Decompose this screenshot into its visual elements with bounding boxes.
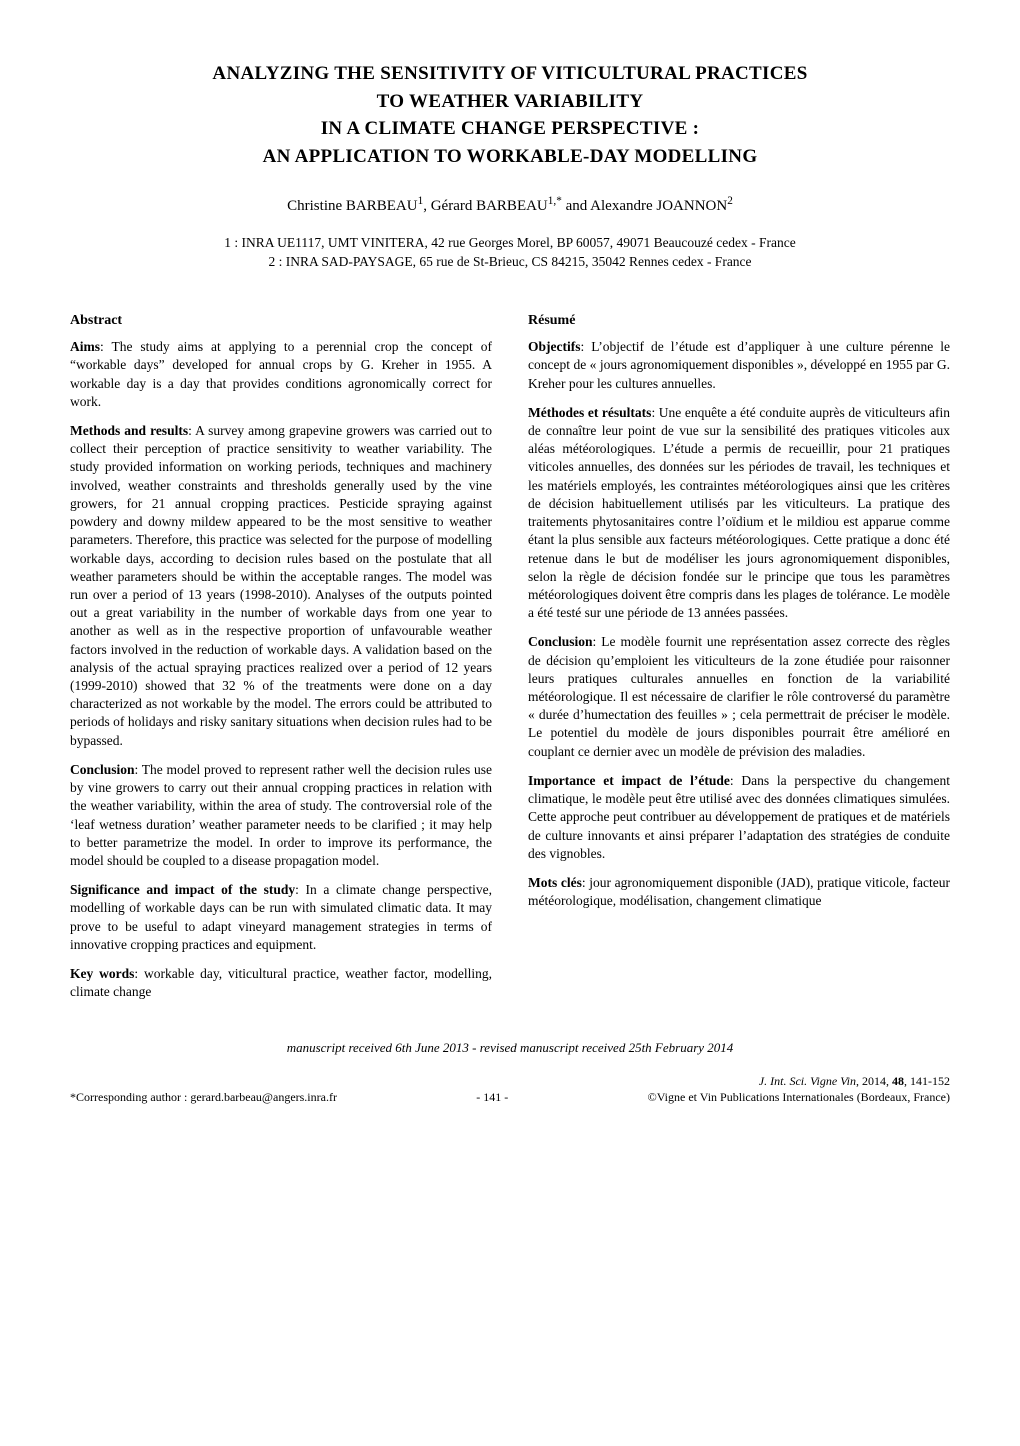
aims-label: Aims [70,339,100,354]
methodes-label: Méthodes et résultats [528,405,651,420]
aims-text: : The study aims at applying to a perenn… [70,339,492,409]
page-footer: *Corresponding author : gerard.barbeau@a… [70,1074,950,1105]
aims-paragraph: Aims: The study aims at applying to a pe… [70,338,492,411]
significance-label: Significance and impact of the study [70,882,295,897]
importance-paragraph: Importance et impact de l’étude: Dans la… [528,772,950,863]
motscles-label: Mots clés [528,875,582,890]
significance-paragraph: Significance and impact of the study: In… [70,881,492,954]
resume-heading: Résumé [528,312,950,331]
copyright-line: ©Vigne et Vin Publications International… [648,1090,950,1104]
methodes-text: : Une enquête a été conduite auprès de v… [528,405,950,620]
methods-paragraph: Methods and results: A survey among grap… [70,422,492,750]
journal-year: , 2014, [856,1074,892,1088]
affiliations: 1 : INRA UE1117, UMT VINITERA, 42 rue Ge… [70,234,950,272]
conclusion-text: : The model proved to represent rather w… [70,762,492,868]
two-column-layout: Abstract Aims: The study aims at applyin… [70,312,950,1012]
title-line: TO WEATHER VARIABILITY [377,91,644,112]
fr-conclusion-paragraph: Conclusion: Le modèle fournit une représ… [528,633,950,761]
keywords-label: Key words [70,966,134,981]
motscles-text: : jour agronomiquement disponible (JAD),… [528,875,950,908]
abstract-heading: Abstract [70,312,492,331]
journal-pages: , 141-152 [904,1074,950,1088]
objectifs-paragraph: Objectifs: L’objectif de l’étude est d’a… [528,338,950,393]
left-column: Abstract Aims: The study aims at applyin… [70,312,492,1012]
importance-label: Importance et impact de l’étude [528,773,730,788]
conclusion-paragraph: Conclusion: The model proved to represen… [70,761,492,870]
methodes-paragraph: Méthodes et résultats: Une enquête a été… [528,404,950,623]
journal-volume: 48 [892,1074,904,1088]
corresponding-author: *Corresponding author : gerard.barbeau@a… [70,1090,337,1106]
methods-label: Methods and results [70,423,188,438]
affiliation: 1 : INRA UE1117, UMT VINITERA, 42 rue Ge… [224,235,795,250]
journal-citation: J. Int. Sci. Vigne Vin, 2014, 48, 141-15… [648,1074,950,1105]
conclusion-label: Conclusion [70,762,135,777]
objectifs-label: Objectifs [528,339,580,354]
motscles-paragraph: Mots clés: jour agronomiquement disponib… [528,874,950,910]
keywords-text: : workable day, viticultural practice, w… [70,966,492,999]
keywords-paragraph: Key words: workable day, viticultural pr… [70,965,492,1001]
fr-conclusion-text: : Le modèle fournit une représentation a… [528,634,950,758]
affiliation: 2 : INRA SAD-PAYSAGE, 65 rue de St-Brieu… [268,254,751,269]
manuscript-dates: manuscript received 6th June 2013 - revi… [70,1039,950,1057]
article-title: ANALYZING THE SENSITIVITY OF VITICULTURA… [70,60,950,170]
fr-conclusion-label: Conclusion [528,634,593,649]
page-number: - 141 - [476,1090,508,1106]
objectifs-text: : L’objectif de l’étude est d’appliquer … [528,339,950,390]
title-line: IN A CLIMATE CHANGE PERSPECTIVE : [321,118,700,139]
title-line: AN APPLICATION TO WORKABLE-DAY MODELLING [263,146,758,167]
right-column: Résumé Objectifs: L’objectif de l’étude … [528,312,950,1012]
authors-line: Christine BARBEAU1, Gérard BARBEAU1,* an… [70,194,950,216]
methods-text: : A survey among grapevine growers was c… [70,423,492,748]
journal-name: J. Int. Sci. Vigne Vin [759,1074,856,1088]
title-line: ANALYZING THE SENSITIVITY OF VITICULTURA… [212,63,807,84]
